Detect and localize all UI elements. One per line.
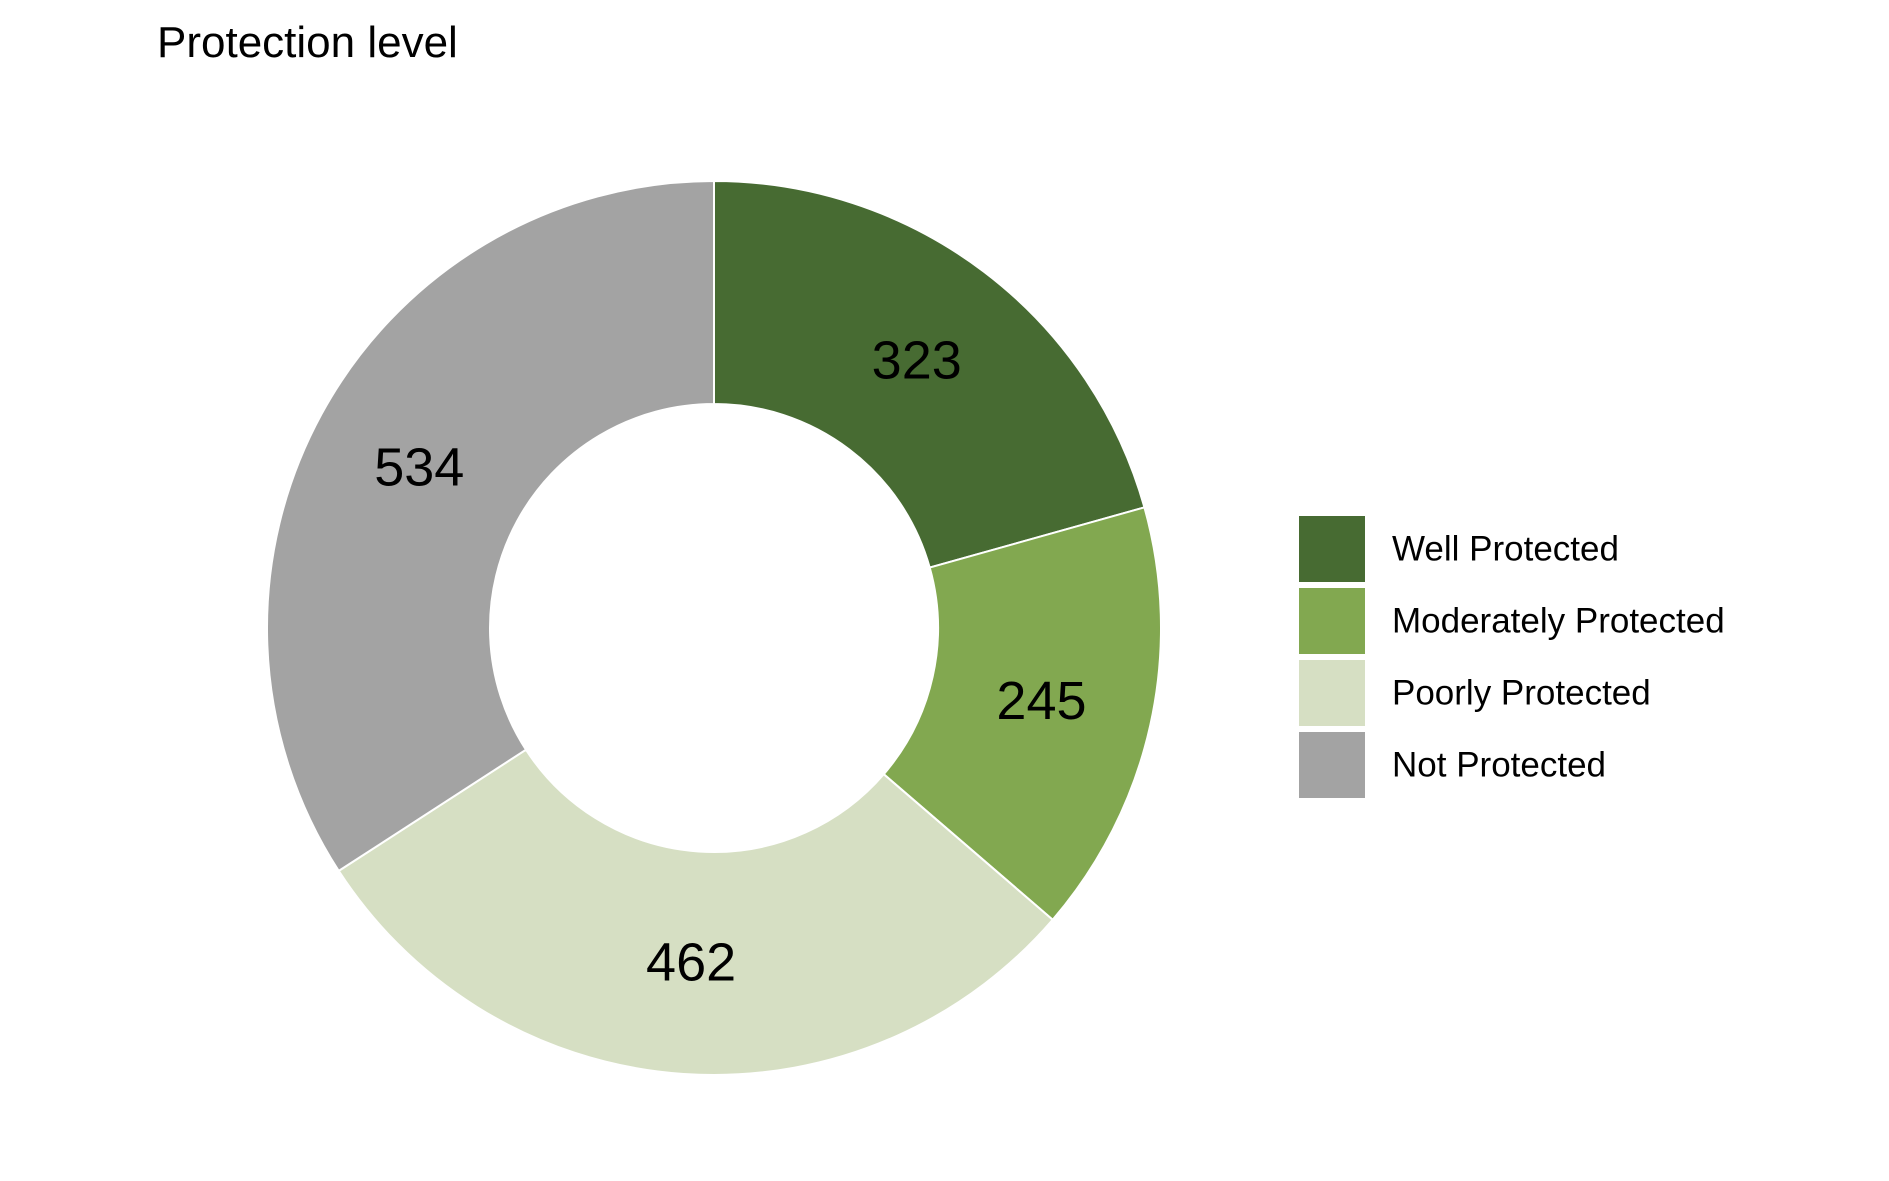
legend-label-not-protected: Not Protected xyxy=(1392,746,1606,785)
slice-value-poorly-protected: 462 xyxy=(646,933,736,993)
legend-swatch-moderately-protected xyxy=(1299,588,1365,654)
legend-label-well-protected: Well Protected xyxy=(1392,530,1619,569)
slice-labels: 323 245 462 534 xyxy=(374,331,1086,993)
slice-well-protected xyxy=(713,179,1146,569)
legend-label-poorly-protected: Poorly Protected xyxy=(1392,674,1651,713)
donut-slices xyxy=(266,179,1162,1076)
slice-poorly-protected xyxy=(337,748,1055,1076)
legend-label-moderately-protected: Moderately Protected xyxy=(1392,602,1725,641)
legend-swatch-well-protected xyxy=(1299,516,1365,582)
slice-value-well-protected: 323 xyxy=(872,331,962,391)
slice-not-protected xyxy=(266,179,715,873)
legend: Well Protected Moderately Protected Poorly… xyxy=(1299,516,1725,798)
legend-swatch-not-protected xyxy=(1299,732,1365,798)
slice-moderately-protected xyxy=(882,506,1162,922)
slice-value-moderately-protected: 245 xyxy=(996,671,1086,731)
chart-title: Protection level xyxy=(157,18,458,67)
slice-value-not-protected: 534 xyxy=(374,438,464,498)
legend-swatch-poorly-protected xyxy=(1299,660,1365,726)
